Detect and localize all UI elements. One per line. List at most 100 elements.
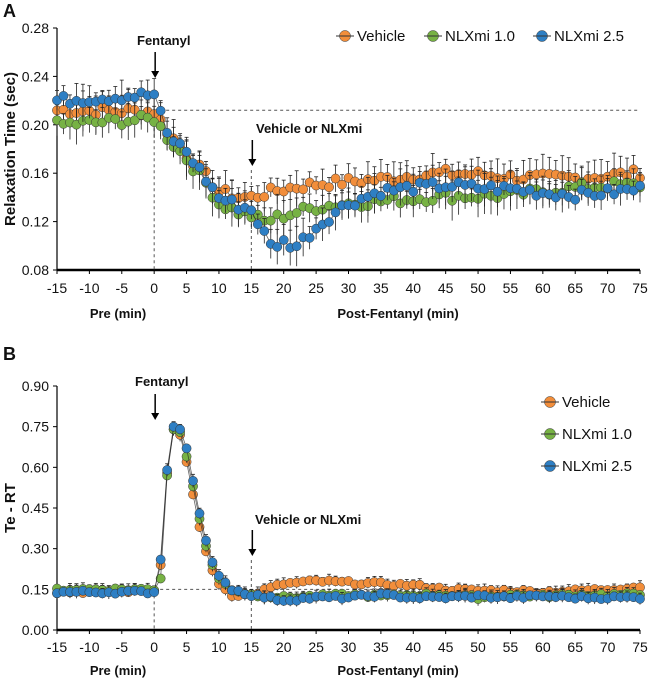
data-point <box>201 176 211 187</box>
y-tick-label: 0.28 <box>22 20 49 36</box>
data-point <box>376 191 386 201</box>
panel-letter: A <box>3 1 16 21</box>
x-tick-label: 75 <box>632 639 648 655</box>
data-point <box>298 184 309 195</box>
data-point <box>175 424 185 435</box>
x-tick-label: 40 <box>405 280 421 296</box>
data-point <box>427 177 438 187</box>
data-point <box>129 92 140 103</box>
data-point <box>207 557 218 568</box>
y-tick-label: 0.45 <box>22 500 49 516</box>
x-tick-label: 5 <box>183 639 191 655</box>
y-tick-label: 0.24 <box>22 68 49 84</box>
data-point <box>602 183 613 194</box>
legend-label: Vehicle <box>357 28 405 45</box>
data-point <box>324 182 334 193</box>
annotation-treatment: Vehicle or NLXmi <box>256 121 362 136</box>
x-tick-label: 30 <box>341 280 357 296</box>
legend-label: NLXmi 2.5 <box>554 28 624 45</box>
data-point <box>259 226 270 236</box>
data-point <box>194 508 205 519</box>
x-label-pre: Pre (min) <box>90 306 146 321</box>
x-tick-label: -10 <box>79 280 99 296</box>
data-point <box>188 476 198 486</box>
x-tick-label: 15 <box>244 639 260 655</box>
data-point <box>272 242 283 252</box>
data-point <box>181 146 192 157</box>
x-tick-label: 20 <box>276 639 292 655</box>
y-tick-label: 0.08 <box>22 262 49 278</box>
data-point <box>304 233 315 243</box>
data-point <box>220 577 231 588</box>
data-point <box>149 587 160 598</box>
y-axis-label: Te - RT <box>2 483 19 533</box>
data-point <box>492 186 503 197</box>
data-point <box>291 208 302 218</box>
x-tick-label: 55 <box>503 639 519 655</box>
x-tick-label: -10 <box>79 639 99 655</box>
data-point <box>175 138 185 149</box>
x-tick-label: 25 <box>308 639 324 655</box>
x-tick-label: 60 <box>535 639 551 655</box>
annotation-treatment: Vehicle or NLXmi <box>255 512 361 527</box>
series-nlxmi-2-5 <box>52 78 645 267</box>
x-tick-label: 55 <box>503 280 519 296</box>
x-label-post: Post-Fentanyl (min) <box>337 306 458 321</box>
annotation-fentanyl: Fentanyl <box>137 33 190 48</box>
data-point <box>259 192 270 202</box>
arrow-head-treatment <box>248 549 257 556</box>
data-point <box>330 207 341 218</box>
data-point <box>207 182 218 193</box>
annotation-fentanyl: Fentanyl <box>135 374 188 389</box>
y-tick-label: 0.00 <box>22 622 49 638</box>
legend: Vehicle NLXmi 1.0 NLXmi 2.5 <box>541 394 632 475</box>
x-label-pre: Pre (min) <box>90 663 146 678</box>
data-point <box>337 179 347 190</box>
data-point <box>227 194 237 205</box>
x-tick-label: 30 <box>341 639 357 655</box>
panel-letter: B <box>3 344 16 364</box>
data-point <box>181 443 192 454</box>
x-tick-label: 75 <box>632 280 648 296</box>
data-point <box>201 535 211 546</box>
x-tick-label: 45 <box>438 639 454 655</box>
data-point <box>408 186 419 197</box>
data-point <box>609 189 619 200</box>
data-point <box>162 127 172 138</box>
data-point <box>155 573 166 584</box>
data-point <box>291 241 302 252</box>
legend-label: NLXmi 1.0 <box>562 426 632 443</box>
legend-label: Vehicle <box>562 394 610 411</box>
data-point <box>265 215 276 226</box>
legend-label: NLXmi 1.0 <box>445 28 515 45</box>
data-point <box>162 465 172 475</box>
data-point <box>155 105 166 116</box>
data-point <box>628 185 639 196</box>
data-point <box>194 162 205 173</box>
data-point <box>149 89 160 100</box>
y-tick-label: 0.20 <box>22 117 49 133</box>
x-tick-label: 20 <box>276 280 292 296</box>
x-tick-label: 70 <box>600 639 616 655</box>
chart-panel-a: A Relaxation Time (sec) 0.08 0.12 0.16 0.20 0.… <box>2 1 648 321</box>
data-point <box>466 178 477 189</box>
x-tick-label: 15 <box>244 280 260 296</box>
x-tick-label: -15 <box>47 639 67 655</box>
data-point <box>635 594 645 604</box>
y-tick-label: 0.60 <box>22 459 49 475</box>
data-point <box>525 184 535 195</box>
x-tick-label: -5 <box>116 639 129 655</box>
legend-label: NLXmi 2.5 <box>562 458 632 475</box>
data-point <box>58 91 69 101</box>
x-tick-label: 0 <box>150 280 158 296</box>
y-tick-label: 0.16 <box>22 165 49 181</box>
x-tick-label: 45 <box>438 280 454 296</box>
data-point <box>129 115 140 126</box>
x-tick-label: 50 <box>470 280 486 296</box>
x-tick-label: 50 <box>470 639 486 655</box>
data-point <box>596 190 606 201</box>
y-tick-label: 0.12 <box>22 214 49 230</box>
data-point <box>155 554 166 565</box>
y-tick-label: 0.15 <box>22 581 49 597</box>
data-point <box>181 451 192 462</box>
